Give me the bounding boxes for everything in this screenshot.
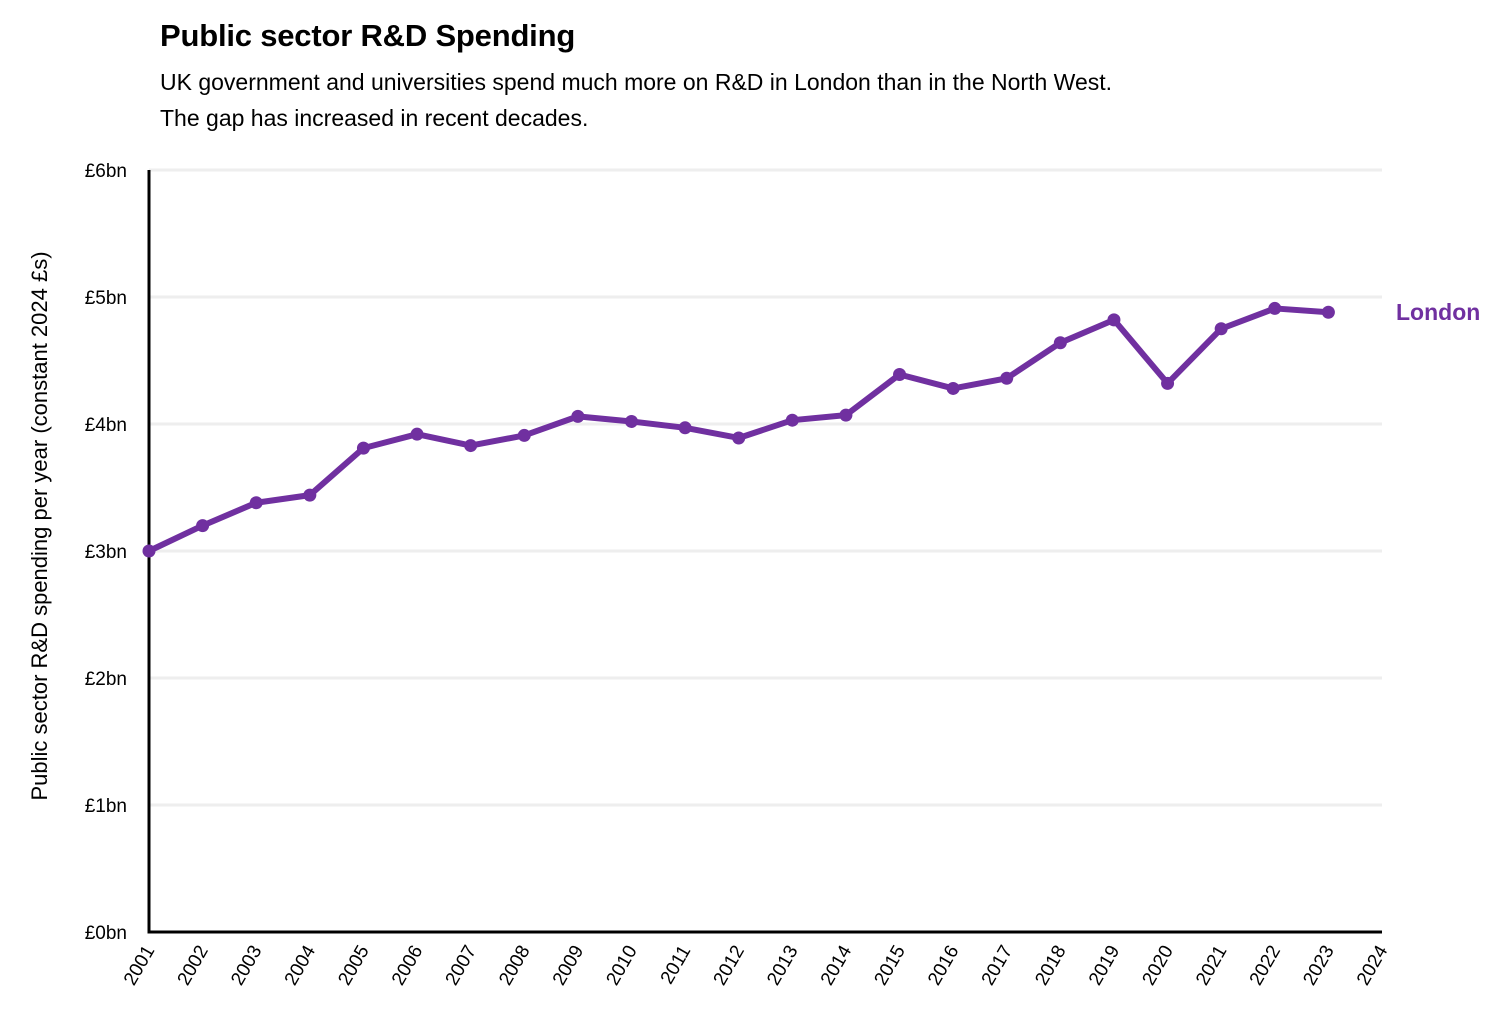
- x-tick-label: 2022: [1246, 942, 1285, 989]
- data-point: [356, 441, 370, 455]
- x-tick-label: 2024: [1353, 942, 1393, 989]
- data-point: [839, 408, 853, 422]
- x-tick-label: 2016: [924, 942, 963, 989]
- x-tick-label: 2004: [281, 942, 321, 989]
- x-tick-label: 2008: [495, 942, 534, 989]
- x-tick-label: 2018: [1031, 942, 1070, 989]
- gridlines: [149, 168, 1382, 807]
- data-point: [196, 519, 210, 533]
- data-point: [517, 428, 531, 442]
- chart-title: Public sector R&D Spending: [160, 18, 576, 53]
- y-tick-label: £5bn: [85, 288, 127, 309]
- x-tick-label: 2021: [1192, 942, 1231, 989]
- series-group: London: [142, 299, 1480, 558]
- x-tick-label: 2002: [174, 942, 213, 989]
- x-tick-label: 2023: [1299, 942, 1338, 989]
- x-tick-label: 2001: [120, 942, 159, 989]
- x-tick-label: 2003: [227, 942, 266, 989]
- data-point: [1000, 371, 1014, 385]
- y-tick-label: £1bn: [85, 796, 127, 817]
- data-point: [1214, 322, 1228, 336]
- data-point: [249, 496, 263, 510]
- x-tick-label: 2020: [1139, 942, 1178, 989]
- y-tick-label: £0bn: [85, 923, 127, 944]
- x-tick-label: 2011: [657, 942, 696, 988]
- subtitle-line-1: UK government and universities spend muc…: [160, 69, 1113, 95]
- y-axis-title: Public sector R&D spending per year (con…: [27, 251, 52, 800]
- x-tick-label: 2006: [388, 942, 427, 989]
- data-point: [1053, 336, 1067, 350]
- data-point: [1321, 305, 1335, 319]
- data-point: [1161, 376, 1175, 390]
- data-point: [142, 544, 156, 558]
- x-tick-label: 2005: [334, 942, 373, 989]
- x-tick-label: 2009: [549, 942, 588, 989]
- x-tick-label: 2017: [978, 942, 1017, 989]
- data-point: [571, 409, 585, 423]
- data-point: [678, 421, 692, 435]
- x-axis-tick-labels: 2001 2002 2003 2004 2005 2006 2007 2008 2009 2010…: [120, 942, 1393, 989]
- data-point: [732, 431, 746, 445]
- data-point: [893, 367, 907, 381]
- data-point: [624, 414, 638, 428]
- y-tick-label: £6bn: [85, 161, 127, 182]
- data-point: [946, 381, 960, 395]
- y-tick-label: £4bn: [85, 415, 127, 436]
- x-tick-label: 2010: [602, 942, 641, 989]
- y-axis-tick-labels: £0bn £1bn £2bn £3bn £4bn £5bn £6bn: [85, 161, 127, 944]
- y-tick-label: £2bn: [85, 669, 127, 690]
- x-tick-label: 2012: [710, 942, 749, 989]
- series-line-london: [146, 305, 1332, 554]
- x-tick-label: 2007: [442, 942, 481, 989]
- subtitle-line-2: The gap has increased in recent decades.: [160, 105, 589, 131]
- chart-subtitle: UK government and universities spend muc…: [160, 64, 1112, 136]
- data-point: [410, 427, 424, 441]
- data-point: [785, 413, 799, 427]
- data-point: [303, 488, 317, 502]
- x-tick-label: 2015: [871, 942, 910, 989]
- series-label-london: London: [1396, 299, 1480, 325]
- data-point: [464, 439, 478, 453]
- x-tick-label: 2013: [763, 942, 802, 989]
- data-point: [1268, 301, 1282, 315]
- data-point: [1107, 313, 1121, 327]
- x-tick-label: 2019: [1085, 942, 1124, 989]
- y-tick-label: £3bn: [85, 542, 127, 563]
- x-tick-label: 2014: [817, 942, 857, 989]
